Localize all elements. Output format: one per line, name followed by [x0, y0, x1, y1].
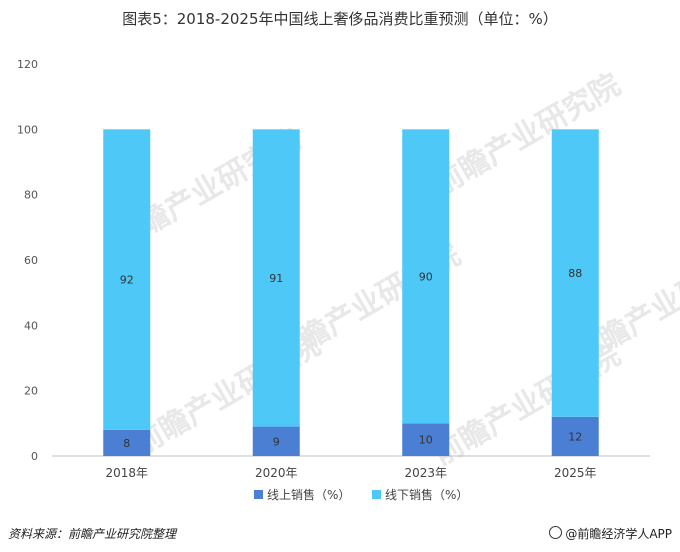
bar-segment [551, 129, 599, 417]
chart-title: 图表5：2018-2025年中国线上奢侈品消费比重预测（单位：%） [122, 10, 558, 28]
y-tick-label: 100 [17, 123, 38, 136]
legend-label: 线下销售（%） [385, 487, 468, 502]
y-tick-label: 20 [24, 385, 38, 398]
y-tick-label: 80 [24, 189, 38, 202]
bar-segment [402, 129, 450, 424]
y-tick-label: 120 [17, 58, 38, 71]
brand-text: @前瞻经济学人APP [565, 527, 672, 541]
x-tick-label: 2023年 [404, 466, 447, 480]
x-tick-label: 2025年 [554, 466, 597, 480]
data-label: 91 [269, 272, 283, 285]
data-label: 90 [419, 270, 433, 283]
data-label: 9 [273, 435, 280, 448]
legend-swatch [254, 490, 263, 499]
data-label: 12 [568, 430, 582, 443]
bar-segment [103, 129, 151, 430]
data-label: 88 [568, 267, 582, 280]
legend-swatch [372, 490, 381, 499]
legend-label: 线上销售（%） [267, 487, 350, 502]
y-tick-label: 60 [24, 254, 38, 267]
bar-segment [252, 426, 300, 456]
bar-segment [551, 416, 599, 456]
data-label: 10 [419, 434, 433, 447]
bar-segment [252, 129, 300, 427]
x-tick-label: 2020年 [255, 466, 298, 480]
data-label: 8 [123, 437, 130, 450]
bar-segment [402, 423, 450, 456]
bar-segment [103, 429, 151, 456]
y-tick-label: 40 [24, 319, 38, 332]
brand-logo-icon [549, 526, 563, 539]
y-tick-label: 0 [31, 450, 38, 463]
source-note: 资料来源：前瞻产业研究院整理 [8, 527, 177, 541]
x-tick-label: 2018年 [105, 466, 148, 480]
brand-credit: @前瞻经济学人APP [549, 525, 672, 542]
data-label: 92 [120, 274, 134, 287]
